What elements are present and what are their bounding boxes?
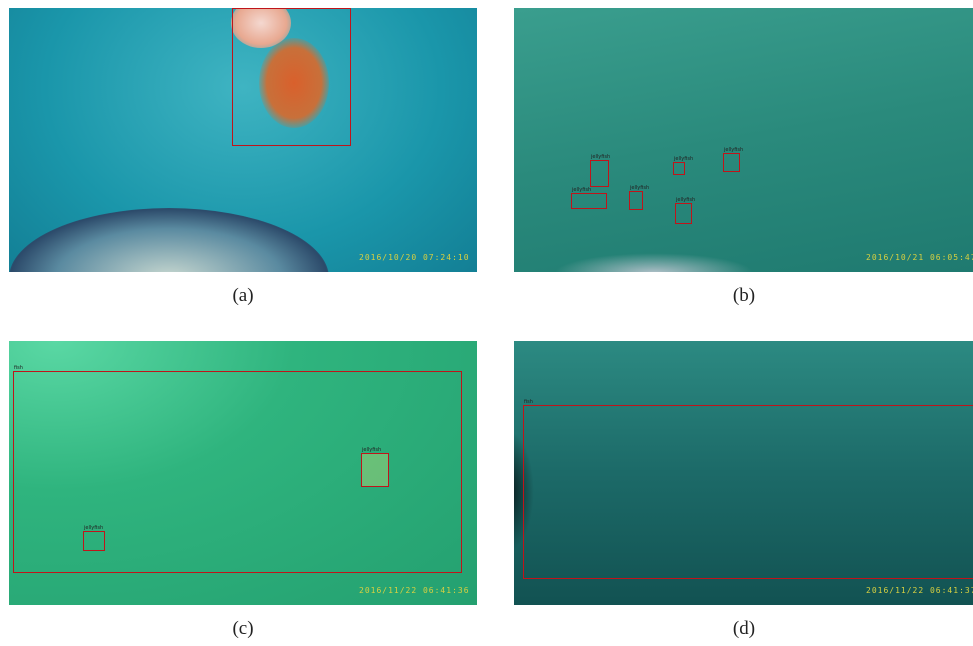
box-label: jellyfish: [572, 187, 591, 193]
detection-box: jellyfish: [629, 191, 643, 210]
box-label: jellyfish: [676, 197, 695, 203]
panel-image: 2016/10/20 07:24:10: [9, 8, 477, 272]
detection-box: [232, 8, 351, 146]
detection-box: jellyfish: [571, 193, 607, 209]
caption: (c): [213, 618, 273, 640]
panel-image: jellyfish jellyfish jellyfish jellyfish …: [514, 8, 973, 272]
detection-box: jellyfish: [723, 153, 740, 172]
caption: (b): [714, 285, 774, 307]
panel-image: fish 2016/11/22 06:41:37: [514, 341, 973, 605]
box-label: jellyfish: [591, 154, 610, 160]
detection-box: jellyfish: [361, 453, 389, 487]
rope-blur: [9, 208, 329, 272]
caption: (d): [714, 618, 774, 640]
detection-box: jellyfish: [83, 531, 105, 551]
box-label: jellyfish: [674, 156, 693, 162]
box-label: jellyfish: [84, 525, 103, 531]
detection-box: jellyfish: [675, 203, 692, 224]
panel-image: fish jellyfish jellyfish 2016/11/22 06:4…: [9, 341, 477, 605]
detection-box: fish: [13, 371, 462, 573]
timestamp: 2016/10/20 07:24:10: [359, 253, 470, 262]
box-label: jellyfish: [362, 447, 381, 453]
figure: 2016/10/20 07:24:10 (a) jellyfish jellyf…: [0, 0, 973, 646]
timestamp: 2016/11/22 06:41:36: [359, 586, 470, 595]
detection-box: jellyfish: [673, 162, 685, 175]
timestamp: 2016/11/22 06:41:37: [866, 586, 973, 595]
box-label: fish: [524, 399, 533, 405]
timestamp: 2016/10/21 06:05:47: [866, 253, 973, 262]
rope-blur: [554, 253, 754, 272]
box-label: jellyfish: [630, 185, 649, 191]
detection-box: fish: [523, 405, 973, 579]
box-label: jellyfish: [724, 147, 743, 153]
detection-box: jellyfish: [590, 160, 609, 187]
caption: (a): [213, 285, 273, 307]
box-label: fish: [14, 365, 23, 371]
